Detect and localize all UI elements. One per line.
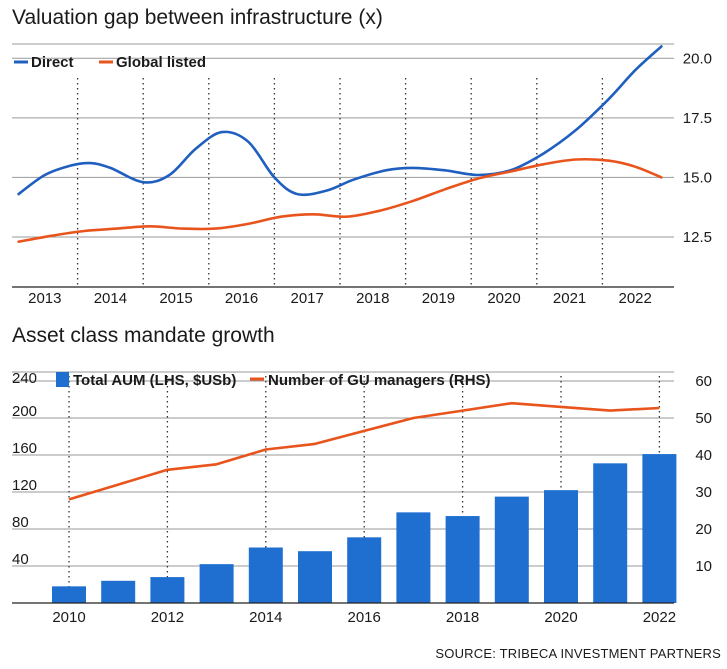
x-tick-label: 2018 <box>356 290 389 307</box>
x-tick-label: 2022 <box>643 609 676 626</box>
left-tick-label: 80 <box>12 514 29 531</box>
legend-label: Global listed <box>116 54 206 71</box>
x-tick-label: 2020 <box>487 290 520 307</box>
y-tick-label: 15.0 <box>683 169 712 186</box>
left-tick-label: 160 <box>12 440 37 457</box>
right-tick-label: 10 <box>695 558 712 575</box>
left-tick-label: 120 <box>12 477 37 494</box>
x-tick-label: 2015 <box>159 290 192 307</box>
x-tick-label: 2016 <box>348 609 381 626</box>
global-listed-series-line <box>17 157 663 243</box>
x-tick-label: 2020 <box>544 609 577 626</box>
valuation-gap-chart-title: Valuation gap between infrastructure (x) <box>12 6 383 29</box>
x-tick-label: 2016 <box>225 290 258 307</box>
aum-bar <box>396 512 431 603</box>
aum-bar <box>593 463 628 603</box>
aum-bar <box>347 537 382 603</box>
x-tick-label: 2022 <box>619 290 652 307</box>
aum-bar <box>642 454 677 603</box>
legend-swatch <box>56 372 69 387</box>
legend-label: Total AUM (LHS, $USb) <box>73 372 236 389</box>
x-tick-label: 2019 <box>422 290 455 307</box>
x-tick-label: 2012 <box>151 609 184 626</box>
legend-label: Number of GU managers (RHS) <box>268 372 491 389</box>
aum-bar <box>445 516 480 603</box>
aum-bar <box>52 586 86 603</box>
y-tick-label: 17.5 <box>683 110 712 127</box>
right-tick-label: 40 <box>695 447 712 464</box>
x-tick-label: 2010 <box>52 609 85 626</box>
right-tick-label: 50 <box>695 410 712 427</box>
x-tick-label: 2021 <box>553 290 586 307</box>
left-tick-label: 240 <box>12 370 37 387</box>
y-tick-label: 12.5 <box>683 229 712 246</box>
aum-bar <box>494 496 529 603</box>
aum-bar <box>248 547 283 603</box>
x-tick-label: 2017 <box>291 290 324 307</box>
legend-label: Direct <box>31 54 74 71</box>
left-tick-label: 200 <box>12 403 37 420</box>
aum-bar <box>150 577 185 603</box>
aum-bar <box>199 564 234 603</box>
aum-bar <box>298 551 332 603</box>
x-tick-label: 2014 <box>249 609 282 626</box>
right-tick-label: 60 <box>695 373 712 390</box>
direct-series-line <box>17 45 663 197</box>
gu-managers-line <box>68 401 660 501</box>
right-tick-label: 30 <box>695 484 712 501</box>
aum-bar <box>544 490 578 603</box>
y-tick-label: 20.0 <box>683 50 712 67</box>
source-note: SOURCE: TRIBECA INVESTMENT PARTNERS <box>435 646 721 661</box>
left-tick-label: 40 <box>12 551 29 568</box>
valuation-gap-chart: 20.0 17.5 15.0 12.5 2013 2014 2015 2016 2017 2018… <box>12 43 712 307</box>
x-tick-label: 2014 <box>94 290 127 307</box>
aum-bar <box>101 580 136 603</box>
x-tick-label: 2018 <box>446 609 479 626</box>
x-tick-label: 2013 <box>28 290 61 307</box>
right-tick-label: 20 <box>695 521 712 538</box>
mandate-growth-chart-title: Asset class mandate growth <box>12 324 275 347</box>
